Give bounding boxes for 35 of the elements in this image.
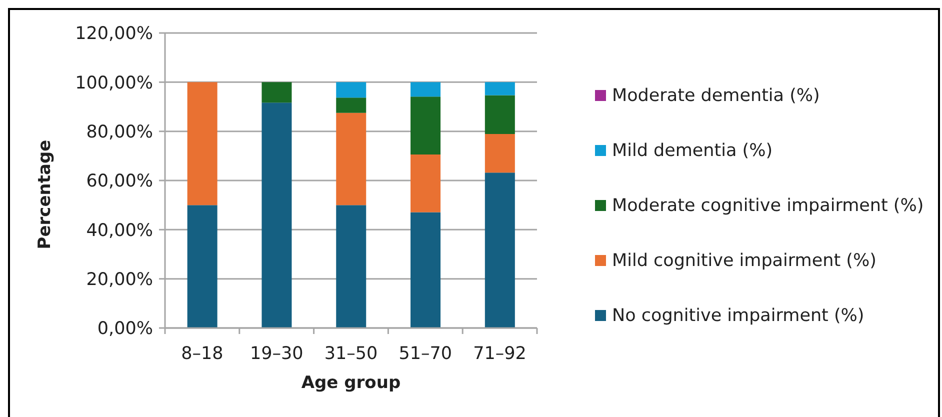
bar [410, 96, 441, 154]
x-tick-label: 51–70 [398, 344, 452, 364]
bar [484, 172, 515, 328]
y-tick-label: 20,00% [86, 270, 153, 290]
y-tick-label: 40,00% [86, 220, 153, 241]
bar [484, 82, 515, 96]
bar [262, 102, 292, 328]
bar [410, 212, 441, 328]
legend-label: Moderate dementia (%) [612, 86, 820, 106]
y-tick-label: 80,00% [86, 122, 153, 143]
x-tick-label: 8–18 [181, 344, 224, 364]
x-axis-title: Age group [301, 373, 401, 393]
legend-label: No cognitive impairment (%) [612, 306, 864, 326]
bar [187, 205, 218, 328]
bar [336, 82, 366, 98]
y-tick-label: 100,00% [75, 73, 153, 94]
legend-label: Moderate cognitive impairment (%) [612, 196, 924, 216]
bar [336, 98, 366, 113]
x-tick-label: 31–50 [324, 344, 378, 364]
y-tick-label: 60,00% [86, 172, 153, 192]
x-tick-label: 71–92 [473, 344, 526, 364]
bar [484, 95, 515, 134]
legend-label: Mild dementia (%) [612, 140, 773, 160]
y-tick-label: 120,00% [75, 24, 153, 44]
bar [410, 154, 441, 212]
x-tick-label: 19–30 [250, 344, 304, 364]
y-tick-label: 0,00% [97, 319, 153, 340]
bar [262, 82, 292, 103]
bar [336, 112, 366, 206]
bar [484, 134, 515, 173]
legend-label: Mild cognitive impairment (%) [612, 250, 876, 270]
bar [410, 82, 441, 97]
bar [336, 205, 366, 328]
y-axis-title: Percentage [35, 140, 55, 250]
bar [187, 82, 218, 206]
